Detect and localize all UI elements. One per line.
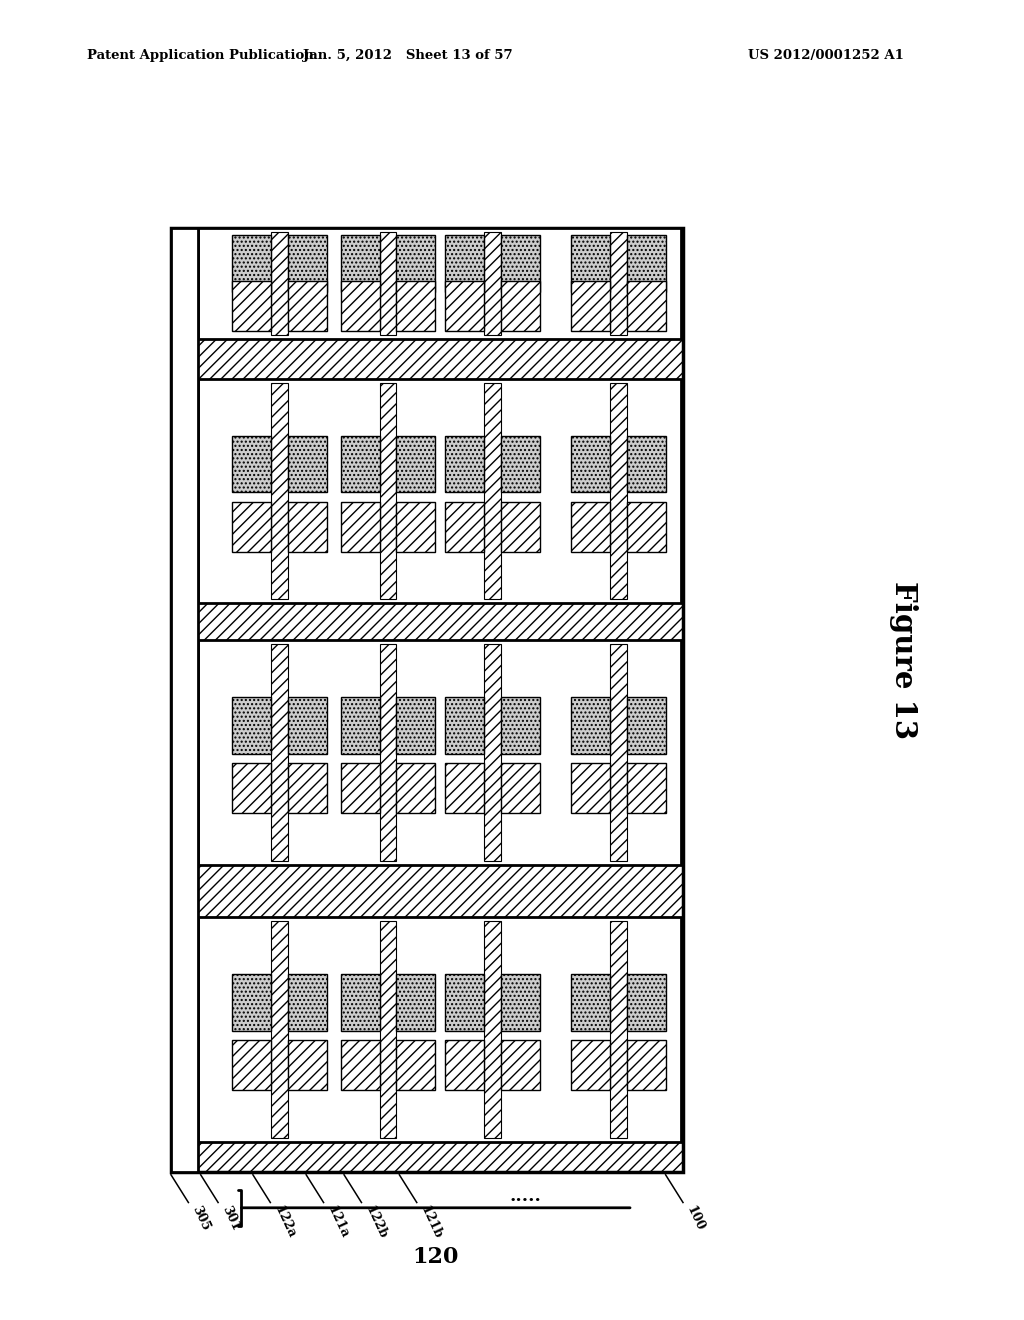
Bar xyxy=(501,502,540,552)
Bar xyxy=(571,436,610,492)
Bar xyxy=(288,235,327,292)
Bar xyxy=(341,697,380,754)
Bar xyxy=(627,763,666,813)
Bar xyxy=(288,974,327,1031)
Bar xyxy=(232,763,271,813)
Bar xyxy=(396,1040,435,1090)
Bar xyxy=(341,235,380,292)
Bar xyxy=(271,232,288,335)
Bar xyxy=(198,228,681,339)
Bar xyxy=(171,228,198,1172)
Bar xyxy=(232,1040,271,1090)
Bar xyxy=(571,235,610,292)
Bar xyxy=(484,644,501,861)
Bar xyxy=(445,697,484,754)
Bar xyxy=(627,235,666,292)
Bar xyxy=(198,379,681,603)
Bar xyxy=(445,281,484,331)
Bar xyxy=(484,921,501,1138)
Bar xyxy=(501,974,540,1031)
Bar xyxy=(232,502,271,552)
Bar xyxy=(380,644,396,861)
Bar xyxy=(610,921,627,1138)
Text: 301: 301 xyxy=(219,1204,242,1233)
Bar xyxy=(198,640,681,865)
Text: 120: 120 xyxy=(413,1246,459,1269)
Bar xyxy=(627,697,666,754)
Bar xyxy=(627,436,666,492)
Bar xyxy=(571,281,610,331)
Bar xyxy=(288,1040,327,1090)
Bar xyxy=(341,281,380,331)
Text: Figure 13: Figure 13 xyxy=(889,581,918,739)
Bar xyxy=(341,763,380,813)
Bar xyxy=(445,974,484,1031)
Bar xyxy=(571,502,610,552)
Bar xyxy=(198,917,681,1142)
Bar xyxy=(288,763,327,813)
Bar xyxy=(396,436,435,492)
Bar xyxy=(341,1040,380,1090)
Bar xyxy=(271,644,288,861)
Bar xyxy=(445,1040,484,1090)
Bar xyxy=(484,232,501,335)
Bar xyxy=(271,921,288,1138)
Bar xyxy=(445,436,484,492)
Text: 121b: 121b xyxy=(418,1204,444,1241)
Bar xyxy=(396,502,435,552)
Bar xyxy=(627,502,666,552)
Bar xyxy=(380,383,396,599)
Bar xyxy=(232,235,271,292)
Bar xyxy=(610,232,627,335)
Bar xyxy=(610,644,627,861)
Bar xyxy=(571,697,610,754)
Bar xyxy=(232,436,271,492)
Bar xyxy=(396,763,435,813)
Bar xyxy=(627,974,666,1031)
Bar xyxy=(271,383,288,599)
Bar xyxy=(380,232,396,335)
Bar xyxy=(232,281,271,331)
Bar xyxy=(380,921,396,1138)
Bar xyxy=(571,974,610,1031)
Text: 100: 100 xyxy=(684,1204,707,1233)
Text: US 2012/0001252 A1: US 2012/0001252 A1 xyxy=(748,49,903,62)
Bar xyxy=(232,974,271,1031)
Bar xyxy=(445,235,484,292)
Bar xyxy=(341,436,380,492)
Bar xyxy=(341,974,380,1031)
Bar xyxy=(396,235,435,292)
Bar xyxy=(627,281,666,331)
Bar xyxy=(501,281,540,331)
Bar xyxy=(501,763,540,813)
Bar xyxy=(501,697,540,754)
Bar xyxy=(610,383,627,599)
Bar xyxy=(396,974,435,1031)
Bar xyxy=(288,281,327,331)
Bar xyxy=(171,228,683,1172)
Text: 122b: 122b xyxy=(362,1204,389,1241)
Bar xyxy=(288,697,327,754)
Bar xyxy=(288,436,327,492)
Bar xyxy=(232,697,271,754)
Bar xyxy=(484,383,501,599)
Bar xyxy=(341,502,380,552)
Bar xyxy=(396,697,435,754)
Text: 122a: 122a xyxy=(271,1204,298,1241)
Bar xyxy=(396,281,435,331)
Text: 305: 305 xyxy=(189,1204,212,1233)
Bar xyxy=(501,1040,540,1090)
Bar xyxy=(627,1040,666,1090)
Bar xyxy=(571,1040,610,1090)
Text: 121a: 121a xyxy=(325,1204,351,1241)
Text: Patent Application Publication: Patent Application Publication xyxy=(87,49,313,62)
Bar xyxy=(571,763,610,813)
Bar xyxy=(445,502,484,552)
Text: Jan. 5, 2012   Sheet 13 of 57: Jan. 5, 2012 Sheet 13 of 57 xyxy=(303,49,512,62)
Bar xyxy=(445,763,484,813)
Bar xyxy=(501,436,540,492)
Text: .....: ..... xyxy=(509,1187,542,1205)
Bar xyxy=(501,235,540,292)
Bar xyxy=(288,502,327,552)
